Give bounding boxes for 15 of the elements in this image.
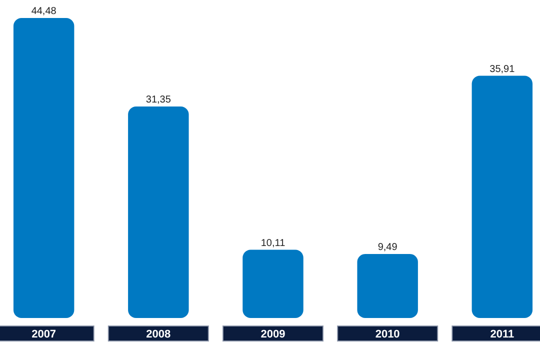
x-tick-label: 2009 xyxy=(260,328,286,340)
bar xyxy=(128,106,189,318)
x-tick-label: 2008 xyxy=(146,328,171,340)
data-label: 44,48 xyxy=(31,6,57,17)
data-label: 31,35 xyxy=(146,94,172,106)
x-tick-label: 2011 xyxy=(490,328,514,340)
x-tick-label: 2007 xyxy=(32,328,56,340)
data-label: 35,91 xyxy=(490,64,516,75)
bar xyxy=(13,18,74,318)
data-label: 10,11 xyxy=(260,238,286,249)
bar xyxy=(472,76,533,318)
bar xyxy=(357,254,418,318)
bar xyxy=(242,250,304,318)
x-tick-label: 2010 xyxy=(375,328,400,340)
data-label: 9,49 xyxy=(378,242,398,253)
